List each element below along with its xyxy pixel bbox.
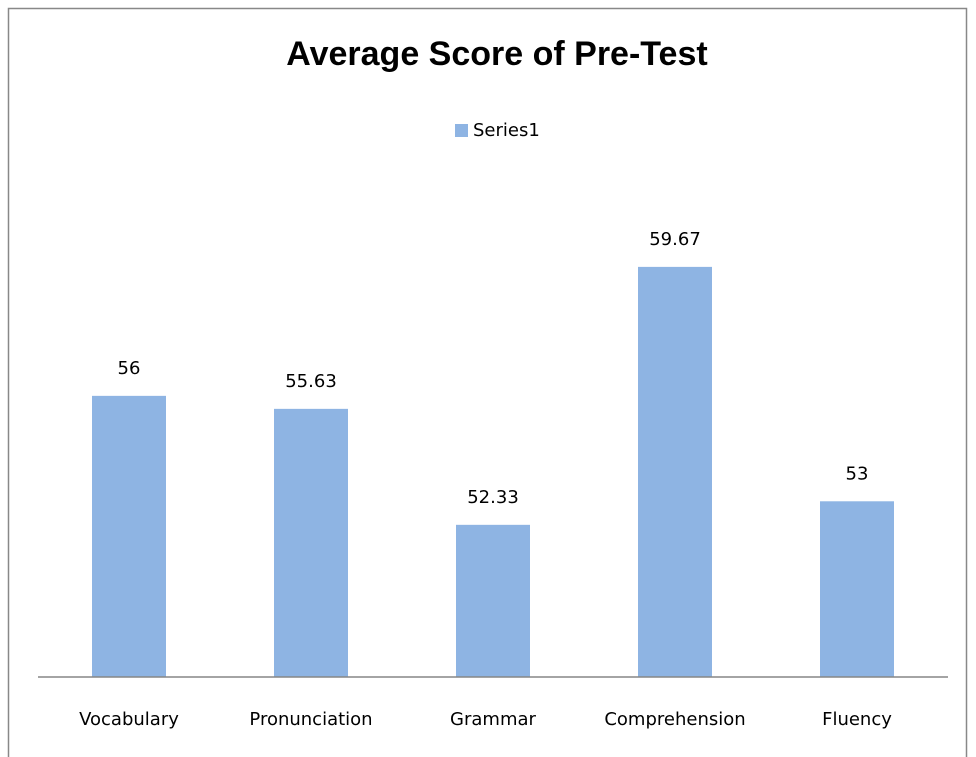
x-tick-label: Comprehension (604, 709, 745, 730)
bar (274, 408, 348, 677)
bar (456, 524, 530, 677)
x-tick-label: Vocabulary (79, 709, 179, 730)
data-label: 56 (118, 358, 141, 379)
x-tick-label: Pronunciation (249, 709, 372, 730)
x-tick-label: Fluency (822, 709, 892, 730)
bar (92, 395, 166, 677)
bar (638, 266, 712, 677)
x-tick-label: Grammar (450, 709, 536, 730)
data-label: 55.63 (285, 371, 337, 392)
data-label: 53 (846, 463, 869, 484)
legend-label: Series1 (473, 120, 540, 141)
chart-title: Average Score of Pre-Test (286, 35, 707, 73)
data-label: 52.33 (467, 487, 519, 508)
bar (820, 501, 894, 677)
data-label: 59.67 (649, 229, 701, 250)
legend-swatch (455, 124, 468, 137)
